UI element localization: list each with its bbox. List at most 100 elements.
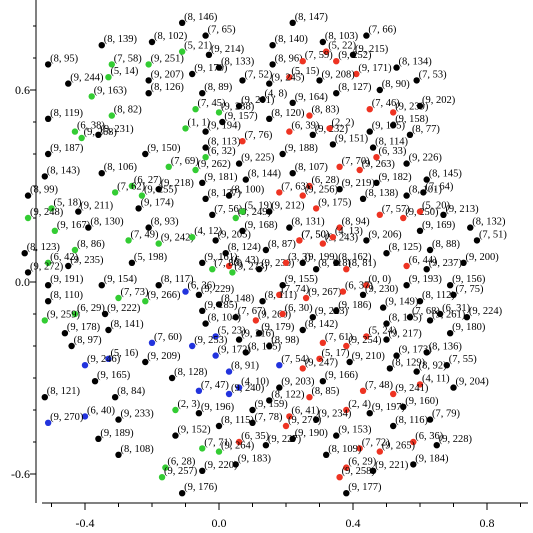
scatter-point (182, 125, 189, 132)
scatter-point (108, 61, 116, 68)
scatter-point (403, 262, 410, 270)
point-label: (8, 108) (121, 444, 155, 455)
point-label: (8, 134) (399, 57, 433, 68)
scatter-point (219, 118, 226, 126)
scatter-point (343, 490, 350, 497)
scatter-point (98, 42, 105, 49)
point-label: (6, 42) (50, 252, 78, 263)
point-label: (9, 165) (97, 370, 131, 381)
scatter-point (199, 259, 206, 266)
point-label: (8, 126) (151, 82, 185, 93)
point-label: (9, 181) (204, 172, 238, 183)
scatter-point (182, 288, 189, 295)
point-label: (8, 132) (472, 217, 506, 228)
point-label: (9, 207) (151, 69, 185, 80)
scatter-point (416, 227, 424, 234)
scatter-point (202, 154, 209, 161)
scatter-point (202, 195, 209, 202)
scatter-point (235, 384, 243, 391)
point-label: (7, 69) (171, 156, 199, 167)
point-label: (8, 146) (184, 12, 218, 23)
point-label: (7, 64) (425, 181, 453, 192)
point-label: (9, 220) (204, 460, 238, 471)
point-label: (9, 170) (194, 63, 228, 74)
point-label: (9, 252) (338, 50, 372, 61)
scatter-point (373, 179, 380, 186)
scatter-point (199, 179, 206, 186)
scatter-point (178, 19, 186, 26)
scatter-point (436, 310, 444, 318)
scatter-point (155, 240, 162, 247)
point-label: (8, 119) (50, 108, 83, 119)
scatter-point (416, 298, 424, 305)
point-label: (5, 15) (291, 66, 319, 77)
point-label: (6, 30) (285, 303, 313, 314)
scatter-point (299, 326, 306, 334)
point-label: (8, 86) (77, 239, 105, 250)
scatter-point (346, 358, 353, 366)
point-label: (9, 233) (121, 409, 155, 420)
scatter-point (326, 125, 333, 132)
scatter-point (215, 64, 223, 71)
point-label: (8, 101) (409, 185, 443, 196)
x-tick-label: 0.0 (212, 516, 227, 530)
scatter-point (95, 131, 102, 138)
point-label: (9, 197) (372, 402, 406, 413)
scatter-point (155, 186, 162, 193)
point-label: (9, 218) (161, 178, 195, 189)
scatter-point (145, 90, 152, 97)
point-label: (8, 138) (365, 188, 399, 199)
scatter-point (44, 298, 52, 305)
scatter-point (323, 451, 330, 458)
point-label: (6, 36) (415, 431, 443, 442)
point-label: (8, 130) (90, 217, 124, 228)
scatter-point (306, 182, 313, 190)
point-label: (6, 39) (291, 121, 319, 132)
scatter-point (199, 90, 206, 97)
point-label: (9, 230) (365, 284, 399, 295)
scatter-point (115, 451, 122, 458)
scatter-point (192, 106, 199, 113)
scatter-point (24, 269, 32, 276)
point-label: (9, 187) (50, 143, 84, 154)
point-label: (2, 4) (348, 399, 371, 410)
point-label: (9, 163) (94, 85, 128, 96)
point-label: (7, 58) (114, 53, 142, 64)
scatter-point (232, 461, 239, 468)
scatter-point (148, 339, 156, 346)
point-label: (9, 216) (241, 329, 275, 340)
point-label: (6, 28) (311, 175, 339, 186)
scatter-point (309, 131, 316, 138)
scatter-point (379, 304, 387, 311)
point-label: (8, 147) (295, 12, 329, 23)
point-label: (8, 97) (74, 335, 102, 346)
scatter-point (44, 115, 52, 123)
point-label: (9, 266) (147, 290, 181, 301)
point-label: (9, 206) (368, 229, 402, 240)
point-label: (9, 174) (141, 197, 175, 208)
scatter-point (44, 282, 52, 289)
point-label: (9, 204) (456, 377, 490, 388)
point-label: (9, 260) (258, 309, 292, 320)
point-label: (9, 151) (335, 133, 369, 144)
scatter-point (289, 170, 296, 177)
point-label: (9, 185) (204, 300, 238, 311)
point-label: (8, 148) (221, 293, 255, 304)
point-label: (8, 124) (228, 242, 262, 253)
scatter-point (369, 467, 377, 474)
scatter-point (423, 349, 430, 356)
point-label: (9, 193) (409, 274, 443, 285)
scatter-point (289, 99, 296, 107)
scatter-point (423, 266, 430, 273)
point-label: (7, 73) (121, 287, 149, 298)
scatter-point (21, 250, 28, 257)
point-label: (7, 74) (281, 284, 309, 295)
scatter-point (336, 474, 343, 481)
scatter-point (289, 435, 296, 442)
point-label: (9, 234) (318, 409, 352, 420)
point-label: (9, 261) (432, 309, 466, 320)
point-label: (8, 85) (311, 386, 339, 397)
scatter-point (306, 112, 313, 119)
scatter-point (420, 189, 427, 196)
point-label: (8, 83) (311, 105, 339, 116)
